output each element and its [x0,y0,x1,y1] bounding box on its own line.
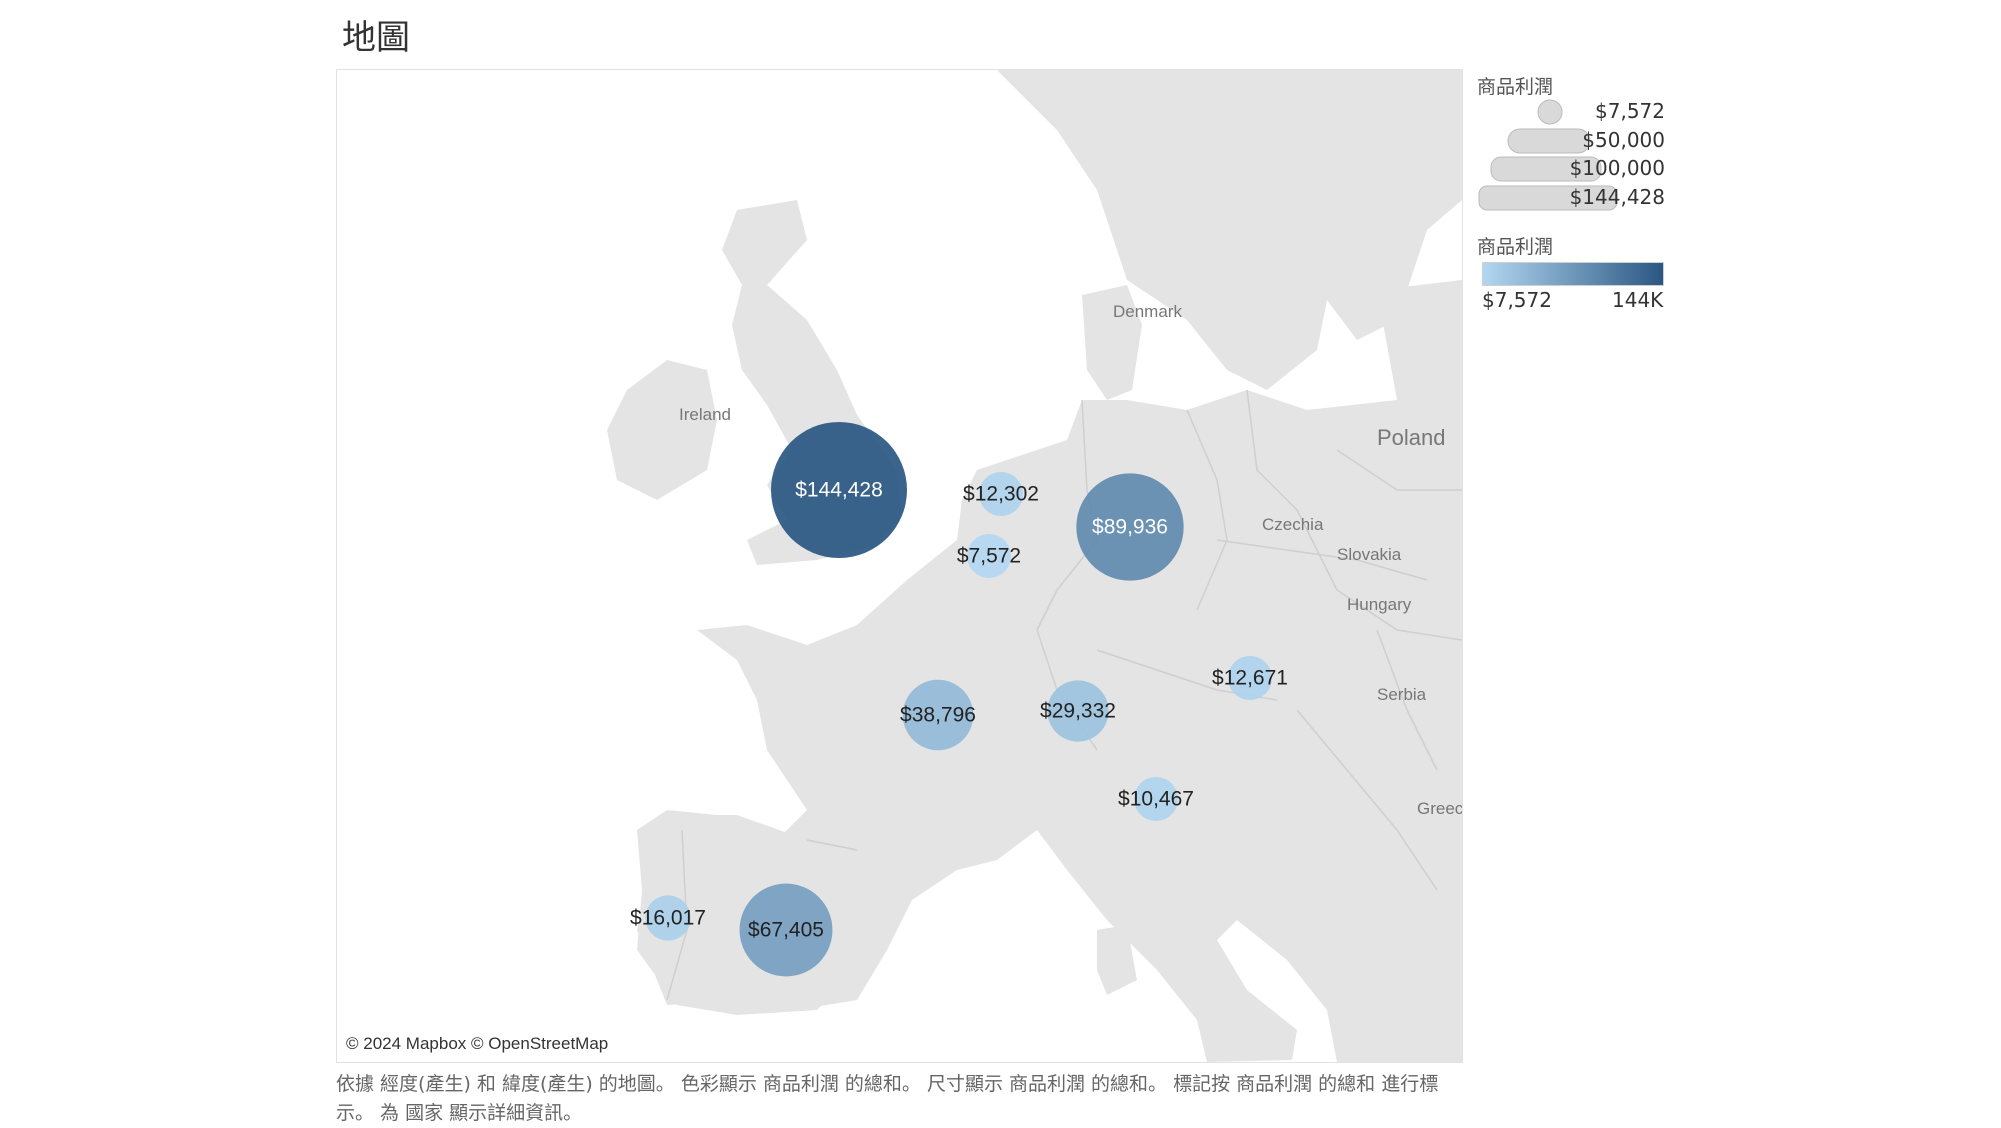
size-legend-item[interactable]: $144,428 [1475,185,1665,211]
bubble-mark-italy[interactable]: $10,467 [1118,777,1194,821]
bubble-mark-netherlands[interactable]: $12,302 [963,472,1039,516]
size-legend-swatch [1490,156,1602,182]
bubble-value-label: $29,332 [1040,700,1116,723]
map-attribution[interactable]: © 2024 Mapbox © OpenStreetMap [346,1034,609,1053]
land-layer [607,70,1462,1062]
size-legend-swatch [1507,128,1591,154]
country-labels: Denmark Ireland Poland Czechia Slovakia Hunga… [679,302,1462,818]
bubble-circle[interactable] [771,422,907,558]
bubble-value-label: $10,467 [1118,788,1194,811]
border-layer [666,389,1462,1001]
bubble-circle[interactable] [979,472,1023,516]
bubble-value-label: $67,405 [748,919,824,942]
bubble-mark-spain[interactable]: $67,405 [739,883,833,977]
size-legend-swatch [1478,185,1618,211]
map-view[interactable]: Denmark Ireland Poland Czechia Slovakia Hunga… [336,69,1463,1063]
country-label-denmark: Denmark [1113,302,1182,321]
size-legend-item[interactable]: $7,572 [1475,99,1665,125]
size-legend-label: $144,428 [1569,185,1665,209]
bubble-value-label: $144,428 [795,479,883,502]
color-legend-max: 144K [1612,288,1664,312]
map-canvas[interactable]: Denmark Ireland Poland Czechia Slovakia Hunga… [337,70,1462,1062]
size-legend-label: $50,000 [1582,128,1665,152]
bubble-circle[interactable] [739,883,833,977]
size-legend-label: $100,000 [1569,156,1665,180]
color-legend-min: $7,572 [1482,288,1552,312]
country-label-ireland: Ireland [679,405,731,424]
bubble-mark-germany[interactable]: $89,936 [1076,473,1184,581]
bubble-circle[interactable] [1228,656,1272,700]
size-legend-item[interactable]: $50,000 [1475,128,1665,154]
country-label-serbia: Serbia [1377,685,1427,704]
bubble-mark-belgium[interactable]: $7,572 [957,534,1021,578]
bubble-layer[interactable]: $144,428 $89,936 $67,405 $38,796 $29,332 $16,… [630,422,1288,977]
sheet-caption: 依據 經度(產生) 和 緯度(產生) 的地圖。 色彩顯示 商品利潤 的總和。 尺… [336,1073,1439,1124]
country-label-poland: Poland [1377,425,1446,450]
bubble-value-label: $7,572 [957,545,1021,568]
color-legend-title: 商品利潤 [1477,236,1554,258]
country-label-czechia: Czechia [1262,515,1324,534]
bubble-mark-switzerland[interactable]: $29,332 [1040,680,1116,742]
size-legend-swatch [1537,99,1563,125]
country-label-slovakia: Slovakia [1337,545,1402,564]
country-label-hungary: Hungary [1347,595,1412,614]
bubble-mark-austria[interactable]: $12,671 [1212,656,1288,700]
bubble-circle[interactable] [1076,473,1184,581]
bubble-mark-united-kingdom[interactable]: $144,428 [771,422,907,558]
bubble-circle[interactable] [1134,777,1178,821]
bubble-mark-france[interactable]: $38,796 [900,679,976,751]
size-legend-title: 商品利潤 [1477,76,1554,98]
bubble-circle[interactable] [1047,680,1109,742]
size-legend-item[interactable]: $100,000 [1475,156,1665,182]
bubble-circle[interactable] [967,534,1011,578]
bubble-mark-portugal[interactable]: $16,017 [630,895,706,941]
sheet-title: 地圖 [342,18,410,58]
bubble-circle[interactable] [902,679,974,751]
country-label-greece: Greece [1417,799,1462,818]
size-legend-label: $7,572 [1595,99,1665,123]
bubble-value-label: $38,796 [900,704,976,727]
bubble-value-label: $89,936 [1092,516,1168,539]
bubble-value-label: $16,017 [630,907,706,930]
color-legend-gradient[interactable] [1482,262,1664,286]
bubble-value-label: $12,671 [1212,667,1288,690]
bubble-circle[interactable] [645,895,691,941]
bubble-value-label: $12,302 [963,483,1039,506]
